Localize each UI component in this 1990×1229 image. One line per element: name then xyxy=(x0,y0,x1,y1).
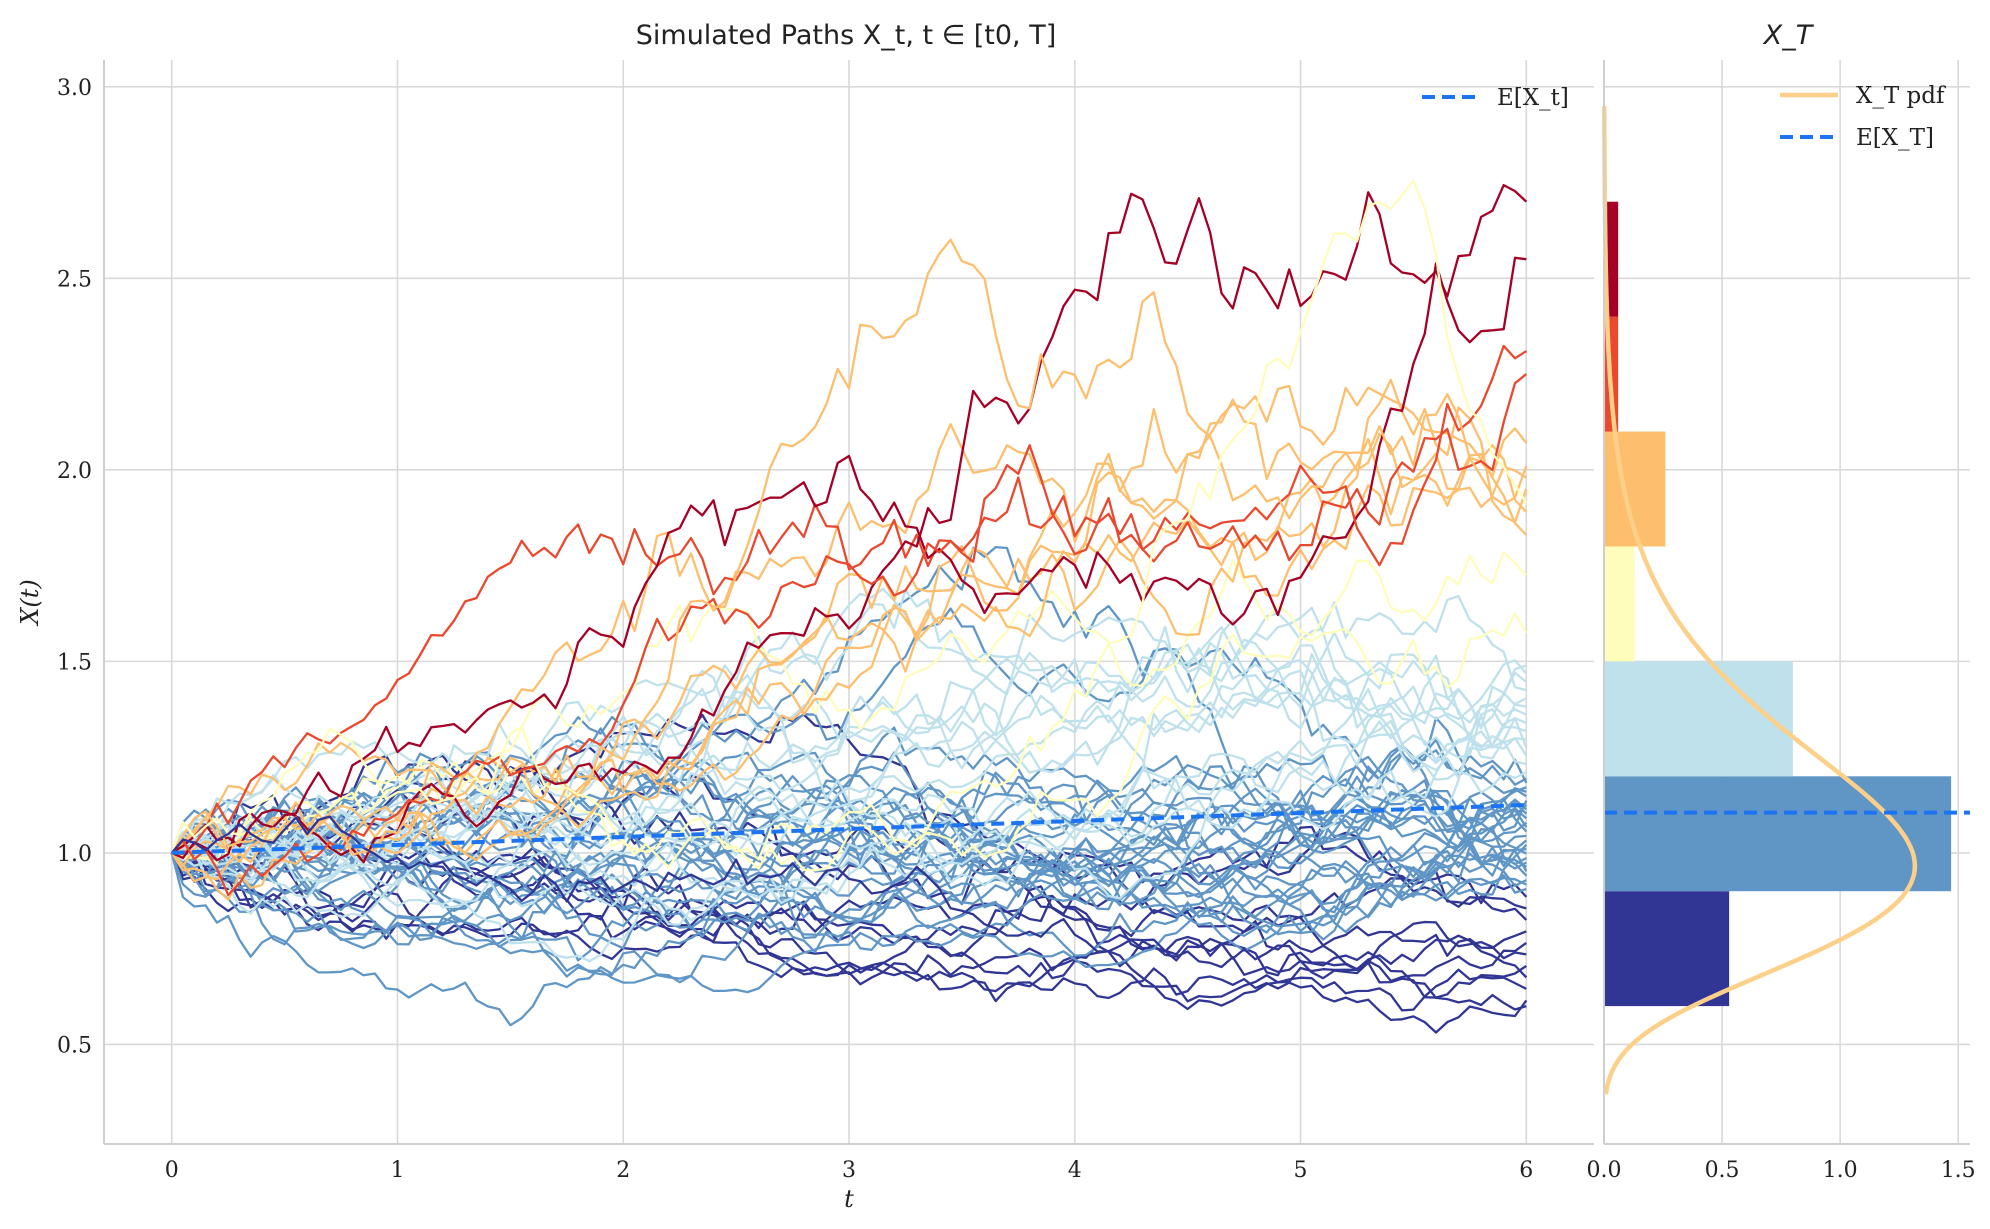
orange-peak-path xyxy=(170,238,1527,862)
path-line xyxy=(171,256,1527,862)
path-line xyxy=(170,384,1528,868)
path-line xyxy=(170,754,1528,1027)
distribution-legend: X_T pdf E[X_T] xyxy=(1780,83,1946,151)
y-tick-label: 2.0 xyxy=(57,459,92,484)
path-line xyxy=(171,625,1527,908)
path-line xyxy=(170,716,1528,868)
hist-x-tick-label: 1.0 xyxy=(1823,1158,1858,1183)
hist-bar xyxy=(1604,661,1793,777)
hist-x-tick-label: 0.5 xyxy=(1705,1158,1740,1183)
distribution-x-ticks: 0.0 0.5 1.0 1.5 xyxy=(1587,1158,1976,1183)
second-path xyxy=(170,344,1527,897)
x-tick-label: 3 xyxy=(842,1158,856,1183)
hist-bar xyxy=(1604,546,1635,662)
x-tick-label: 0 xyxy=(165,1158,179,1183)
paths-series-group xyxy=(170,179,1528,1034)
paths-title: Simulated Paths X_t, t ∈ [t0, T] xyxy=(636,20,1057,51)
path-line xyxy=(171,606,1528,866)
y-tick-label: 1.0 xyxy=(57,842,92,867)
path-line xyxy=(171,764,1528,876)
paths-x-ticks: 0 1 2 3 4 5 6 xyxy=(165,1158,1534,1183)
distribution-plot: 0.0 0.5 1.0 1.5 X_T X_T pdf E[X_T] xyxy=(1587,20,1976,1183)
path-line xyxy=(170,378,1528,901)
y-tick-label: 1.5 xyxy=(57,650,92,675)
paths-plot: 0 1 2 3 4 5 6 0.5 1.0 1.5 2.0 2.5 3.0 Simulated Pat… xyxy=(16,20,1594,1213)
path-line xyxy=(171,398,1528,854)
y-tick-label: 2.5 xyxy=(57,267,92,292)
distribution-bars xyxy=(1604,201,1952,1007)
x-tick-label: 4 xyxy=(1068,1158,1082,1183)
path-line xyxy=(170,726,1527,936)
distribution-title: X_T xyxy=(1762,20,1815,51)
pdf-curve xyxy=(1602,106,1918,1095)
path-line xyxy=(171,786,1527,912)
x-tick-label: 2 xyxy=(616,1158,630,1183)
yellow-path xyxy=(170,179,1528,861)
hist-bar xyxy=(1604,891,1730,1007)
path-line xyxy=(170,774,1528,906)
hist-x-tick-label: 0.0 xyxy=(1587,1158,1622,1183)
path-line xyxy=(170,669,1527,887)
path-line xyxy=(170,844,1528,994)
paths-grid xyxy=(104,60,1594,1144)
paths-y-label: X(t) xyxy=(16,579,44,626)
paths-legend-label: E[X_t] xyxy=(1497,85,1569,111)
mean-legend-label: E[X_T] xyxy=(1856,125,1934,151)
path-line xyxy=(171,643,1527,899)
mean-line xyxy=(171,803,1527,855)
hist-x-tick-label: 1.5 xyxy=(1941,1158,1976,1183)
path-line xyxy=(171,664,1527,900)
pdf-legend-label: X_T pdf xyxy=(1856,83,1946,109)
path-line xyxy=(171,717,1528,963)
lowest-path xyxy=(170,815,1527,1011)
paths-legend: E[X_t] xyxy=(1422,85,1569,111)
path-line xyxy=(171,783,1527,900)
y-tick-label: 0.5 xyxy=(57,1033,92,1058)
x-tick-label: 5 xyxy=(1294,1158,1308,1183)
x-tick-label: 1 xyxy=(390,1158,404,1183)
paths-y-ticks: 0.5 1.0 1.5 2.0 2.5 3.0 xyxy=(57,76,92,1059)
hist-bar xyxy=(1604,776,1952,892)
x-tick-label: 6 xyxy=(1519,1158,1533,1183)
path-line xyxy=(171,659,1528,875)
path-line xyxy=(170,465,1528,883)
paths-x-label: t xyxy=(844,1185,854,1213)
path-line xyxy=(171,612,1528,872)
path-line xyxy=(171,373,1528,856)
y-tick-label: 3.0 xyxy=(57,76,92,101)
